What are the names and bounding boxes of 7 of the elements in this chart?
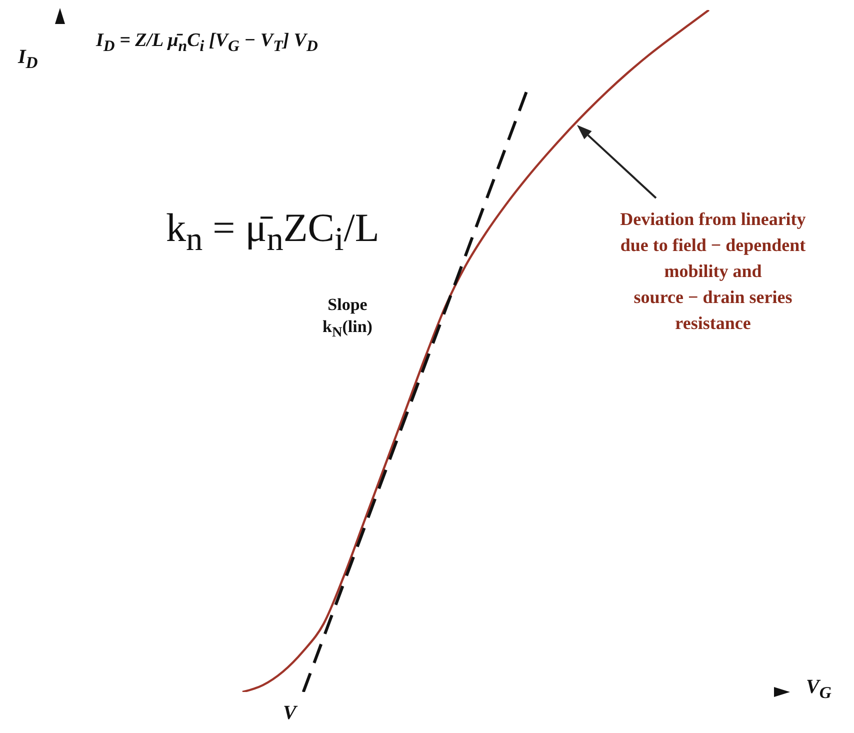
annotation: Slope k$_{N}$(lin) <box>322 294 374 342</box>
annotation: Deviation from linearity due to field − dependent mobility and source − drain series resistance <box>619 208 807 335</box>
y-axis-title: I$_{D}$ <box>18 46 38 73</box>
text: I$_{D}$ = Z/L μ̄$_{n}$C$_{i}$ [V$_{G}$ − V$_{T}$] V$_{D}$ <box>96 30 318 55</box>
x-axis-title: V$_{G}$ <box>806 676 832 703</box>
annotation: k$_{n}$ = μ̄$_{n}$ZC$_{i}$/L <box>166 204 380 259</box>
text: V <box>283 702 296 725</box>
